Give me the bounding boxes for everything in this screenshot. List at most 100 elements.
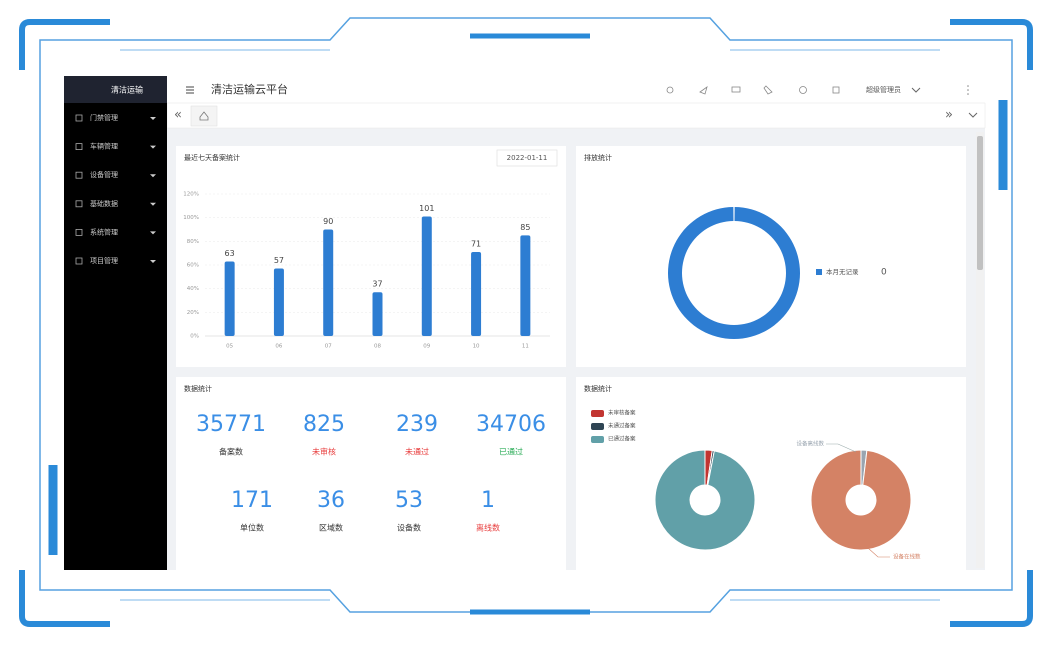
- x-tick-label: 07: [325, 344, 332, 350]
- y-tick-label: 40%: [187, 286, 199, 292]
- stats-card: [176, 377, 566, 570]
- data-label: 57: [274, 256, 284, 265]
- x-tick-label: 06: [275, 344, 282, 350]
- y-tick-label: 100%: [183, 215, 199, 221]
- card-title: 排放统计: [584, 153, 612, 162]
- menu-item[interactable]: 项目管理: [90, 256, 118, 265]
- tabs-prev[interactable]: «: [174, 108, 182, 123]
- menu-icon: [75, 171, 83, 179]
- bar-card: [176, 146, 566, 367]
- stat-label: 单位数: [240, 523, 264, 533]
- menu-arrow: [150, 117, 156, 120]
- data-label: 37: [372, 280, 382, 289]
- more-menu[interactable]: [967, 85, 969, 95]
- tab-bar: [166, 102, 986, 129]
- y-tick-label: 60%: [187, 263, 199, 269]
- scrollbar-thumb[interactable]: [977, 136, 983, 270]
- home-icon: [199, 111, 209, 121]
- data-label: 63: [225, 249, 235, 258]
- legend-swatch: [591, 423, 604, 430]
- tabs-next[interactable]: »: [945, 108, 953, 123]
- scrollbar[interactable]: [976, 132, 984, 568]
- legend-label: 已通过备案: [608, 435, 636, 443]
- stat-label: 未通过: [405, 447, 429, 457]
- x-tick-label: 05: [226, 344, 233, 350]
- emission-card: [576, 146, 966, 367]
- bar: [372, 292, 383, 336]
- data-label: 90: [323, 217, 333, 226]
- user-chevron[interactable]: [911, 87, 921, 93]
- x-tick-label: 11: [522, 344, 529, 350]
- toolbar-icons[interactable]: [666, 85, 840, 95]
- legend-label: 本月无记录: [826, 267, 859, 276]
- tabs-dropdown[interactable]: [968, 112, 978, 118]
- y-tick-label: 120%: [183, 192, 199, 198]
- card-title: 最近七天备案统计: [184, 153, 240, 162]
- pie-slice: [810, 449, 912, 551]
- menu-item[interactable]: 车辆管理: [90, 142, 118, 151]
- stat-value: 34706: [476, 412, 546, 437]
- callout-label: 设备在线数: [893, 553, 921, 561]
- menu-icon: [75, 228, 83, 236]
- callout-line: [826, 443, 857, 453]
- menu-icon: [75, 200, 83, 208]
- stat-value: 35771: [196, 412, 266, 437]
- stat-label: 已通过: [499, 447, 523, 457]
- stat-value: 239: [396, 412, 438, 437]
- menu-item[interactable]: 门禁管理: [90, 113, 118, 122]
- bar: [323, 229, 334, 336]
- x-tick-label: 08: [374, 344, 381, 350]
- data-label: 101: [419, 204, 434, 213]
- legend-label: 未通过备案: [608, 422, 636, 430]
- menu-arrow: [150, 260, 156, 263]
- bar: [224, 261, 235, 336]
- stat-label: 区域数: [319, 523, 343, 533]
- bar: [471, 251, 482, 336]
- menu-arrow: [150, 145, 156, 149]
- stat-value: 825: [303, 412, 345, 437]
- data-label: 85: [520, 223, 530, 232]
- sidebar-header: [64, 76, 167, 103]
- x-tick-label: 10: [473, 344, 480, 350]
- legend-value: 0: [881, 268, 887, 278]
- top-bar: [167, 76, 985, 103]
- bar: [273, 268, 284, 336]
- stat-value: 36: [317, 488, 345, 513]
- legend-swatch: [591, 410, 604, 417]
- user-name[interactable]: 超级管理员: [866, 85, 901, 94]
- card-title: 数据统计: [184, 384, 212, 393]
- sidebar: [64, 76, 167, 570]
- menu-item[interactable]: 基础数据: [90, 199, 118, 208]
- callout-line: [867, 547, 890, 558]
- y-tick-label: 0%: [190, 334, 199, 340]
- x-tick-label: 09: [423, 344, 430, 350]
- date-picker[interactable]: [496, 149, 558, 167]
- stat-value: 171: [231, 488, 273, 513]
- stat-label: 设备数: [397, 523, 421, 533]
- y-tick-label: 80%: [187, 239, 199, 245]
- hamburger[interactable]: [186, 86, 194, 94]
- home-tab[interactable]: [190, 105, 218, 127]
- date-value[interactable]: 2022-01-11: [507, 154, 548, 162]
- bar: [421, 216, 432, 336]
- menu-item[interactable]: 系统管理: [90, 227, 118, 236]
- menu-item[interactable]: 设备管理: [90, 170, 118, 179]
- pie-card: [576, 377, 966, 570]
- y-tick-label: 20%: [187, 310, 199, 316]
- menu-icon: [75, 257, 83, 265]
- menu-arrow: [150, 231, 156, 235]
- menu-icon: [75, 114, 83, 122]
- bar: [520, 235, 531, 336]
- legend-swatch: [816, 269, 822, 275]
- card-title: 数据统计: [584, 384, 612, 393]
- frame: [19, 17, 1033, 627]
- data-label: 71: [471, 239, 481, 248]
- pie-slice: [654, 449, 756, 551]
- sidebar-title: 清洁运输: [111, 85, 143, 95]
- stat-value: 53: [395, 488, 423, 513]
- menu-arrow: [150, 202, 156, 206]
- stat-label: 离线数: [476, 523, 500, 533]
- menu-arrow: [150, 174, 156, 178]
- app-title: 清洁运输云平台: [211, 82, 288, 96]
